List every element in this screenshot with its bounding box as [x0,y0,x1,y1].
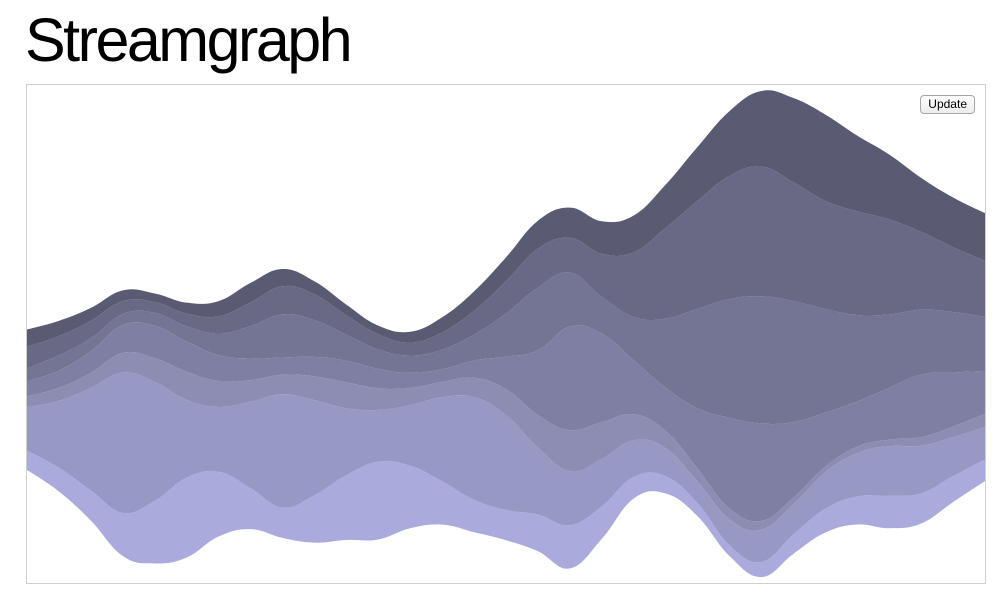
stream-layer-6 [27,166,985,369]
stream-layer-3 [27,352,985,531]
page-title: Streamgraph [25,6,353,74]
stream-layer-2 [27,372,985,563]
stream-layer-7 [27,90,985,347]
stream-layer-5 [27,272,985,425]
stream-layer-4 [27,322,985,522]
update-button[interactable]: Update [920,95,975,114]
streamgraph-chart [27,90,985,578]
chart-frame: Update [26,84,986,584]
stream-layer-1 [27,450,985,578]
